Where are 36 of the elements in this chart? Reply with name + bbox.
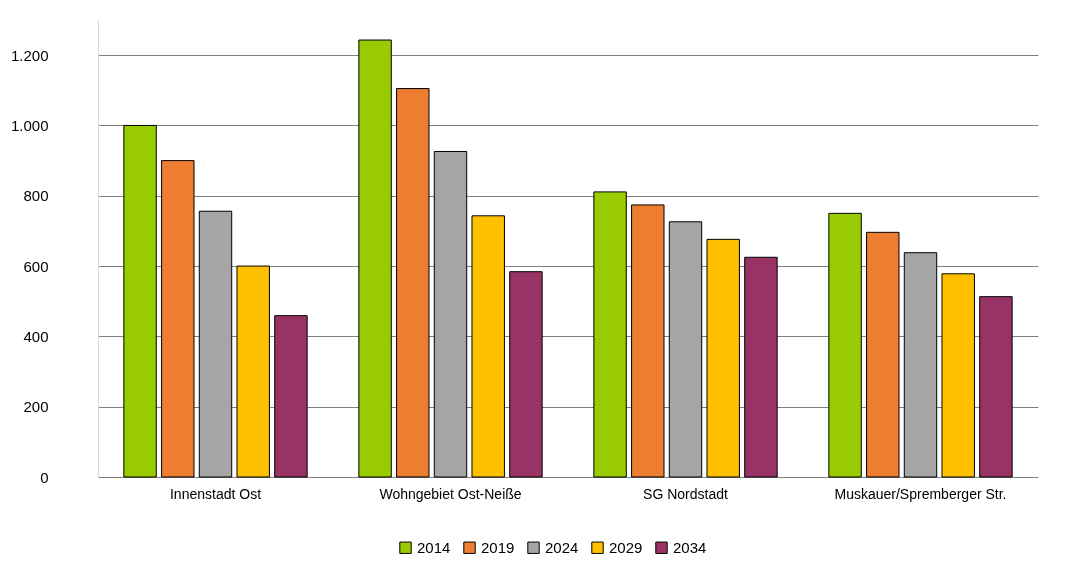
bar — [198, 210, 233, 478]
bar — [706, 238, 740, 478]
legend-label: 2024 — [545, 538, 579, 556]
legend-label: 2019 — [481, 538, 515, 556]
x-tick-label: Muskauer/Spremberger Str. — [834, 485, 1007, 502]
bar — [941, 273, 975, 478]
bar — [433, 150, 468, 478]
bar — [161, 160, 195, 478]
y-tick-label: 0 — [40, 468, 49, 486]
bar — [471, 215, 505, 478]
y-tick-label: 600 — [23, 257, 49, 275]
y-tick-label: 200 — [23, 398, 49, 416]
bar — [866, 231, 900, 478]
legend-label: 2014 — [417, 538, 451, 556]
bar — [979, 296, 1013, 478]
y-tick-label: 1.200 — [10, 46, 49, 64]
bar — [593, 191, 627, 478]
bar — [358, 39, 392, 478]
x-tick-label: Wohngebiet Ost-Neiße — [379, 485, 522, 502]
bar — [828, 212, 862, 478]
bar — [274, 315, 308, 478]
y-tick-label: 800 — [23, 187, 49, 205]
y-tick-label: 1.000 — [10, 116, 49, 134]
legend-label: 2029 — [609, 538, 643, 556]
bar — [668, 221, 703, 478]
bar — [123, 124, 157, 478]
bar — [236, 265, 270, 478]
x-tick-label: SG Nordstadt — [643, 485, 729, 502]
bar — [631, 204, 665, 478]
bar — [903, 252, 938, 478]
x-tick-label: Innenstadt Ost — [169, 485, 262, 502]
legend-label: 2034 — [673, 538, 707, 556]
bar — [509, 271, 543, 478]
bar — [744, 256, 778, 478]
y-tick-label: 400 — [23, 327, 49, 345]
bar — [396, 88, 430, 478]
